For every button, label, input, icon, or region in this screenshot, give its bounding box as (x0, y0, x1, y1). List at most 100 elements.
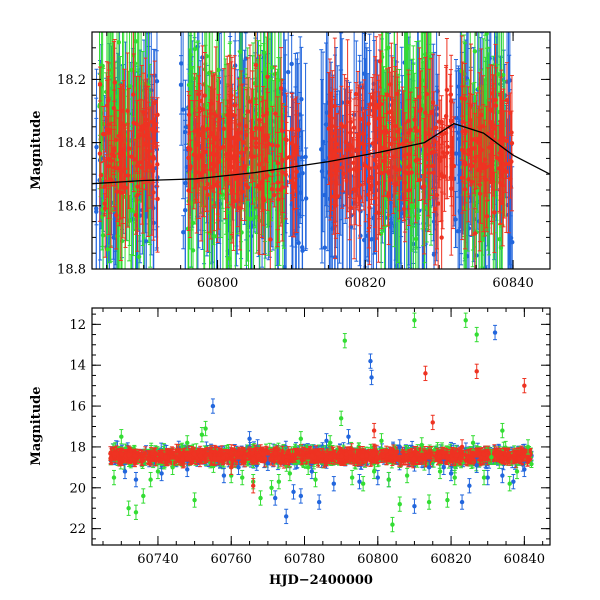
data-point (456, 136, 461, 142)
data-point (109, 158, 114, 163)
data-point (270, 143, 275, 148)
data-point (97, 81, 103, 87)
data-point (114, 233, 120, 239)
data-point (501, 72, 506, 78)
data-point (137, 160, 143, 165)
data-point (141, 141, 146, 146)
data-point (212, 233, 217, 239)
data-point (102, 206, 108, 211)
data-point (109, 73, 115, 79)
data-point (227, 256, 232, 261)
data-point (149, 126, 155, 132)
data-point (102, 184, 107, 189)
data-point (303, 154, 308, 160)
data-point (296, 212, 302, 217)
data-point (196, 152, 202, 158)
data-point (403, 105, 408, 110)
data-point (498, 245, 504, 250)
data-point (151, 190, 156, 195)
data-point (129, 287, 133, 291)
data-point (369, 236, 374, 242)
data-point (129, 67, 134, 73)
data-point (202, 93, 207, 98)
data-point (136, 134, 142, 139)
data-point (319, 147, 324, 152)
data-point (272, 192, 277, 198)
data-point (113, 137, 119, 143)
data-point (243, 182, 249, 187)
data-point (118, 169, 123, 174)
data-point (192, 46, 198, 52)
data-point (189, 201, 194, 206)
data-point (114, 189, 120, 194)
data-point (275, 143, 280, 149)
data-point (218, 201, 223, 207)
data-point (234, 133, 239, 138)
data-point (386, 45, 391, 50)
data-point (261, 50, 267, 55)
data-point (97, 151, 103, 156)
data-point (135, 184, 140, 189)
data-point (296, 127, 301, 132)
data-point (147, 165, 152, 170)
data-point (456, 84, 461, 89)
data-point (182, 208, 188, 213)
data-point (289, 141, 294, 146)
data-point (129, 154, 134, 159)
data-point (238, 49, 243, 54)
data-point (294, 169, 299, 174)
data-point (300, 171, 305, 176)
data-point (118, 138, 124, 143)
data-point (472, 49, 478, 54)
data-point (285, 69, 291, 75)
data-point (190, 248, 196, 253)
data-point (299, 96, 304, 102)
data-point (204, 54, 209, 59)
data-point (191, 76, 197, 81)
data-point (196, 91, 201, 97)
data-point (186, 112, 192, 117)
data-point (303, 196, 309, 201)
data-point (127, 218, 132, 223)
data-point (154, 79, 160, 84)
data-point (259, 127, 265, 133)
data-point (434, 106, 439, 111)
data-point (104, 103, 110, 108)
data-point (127, 84, 132, 89)
data-point (239, 230, 244, 235)
top-plot-area (92, 32, 550, 291)
data-point (111, 146, 117, 151)
data-point (221, 126, 227, 131)
data-point (152, 100, 157, 105)
data-point (112, 80, 117, 85)
data-point (106, 130, 112, 136)
data-point (322, 245, 328, 250)
data-point (183, 124, 189, 130)
data-point (284, 155, 289, 161)
data-point (208, 185, 213, 191)
data-point (289, 61, 294, 67)
data-point (103, 132, 108, 137)
data-point (300, 245, 305, 250)
data-point (278, 86, 284, 91)
data-point (476, 86, 482, 91)
data-point (155, 196, 160, 202)
data-point (256, 183, 261, 189)
data-point (410, 133, 415, 139)
data-point (229, 234, 234, 240)
data-point (131, 120, 136, 126)
data-point (188, 52, 193, 58)
data-point (253, 125, 259, 131)
data-point (116, 40, 122, 45)
data-point (253, 62, 259, 68)
data-point (239, 112, 245, 118)
data-point (221, 144, 226, 150)
data-point (282, 264, 287, 269)
data-point (133, 39, 138, 44)
data-point (453, 151, 459, 156)
data-point (178, 61, 184, 66)
data-point (275, 197, 281, 202)
data-point (155, 112, 160, 118)
data-point (136, 254, 142, 260)
